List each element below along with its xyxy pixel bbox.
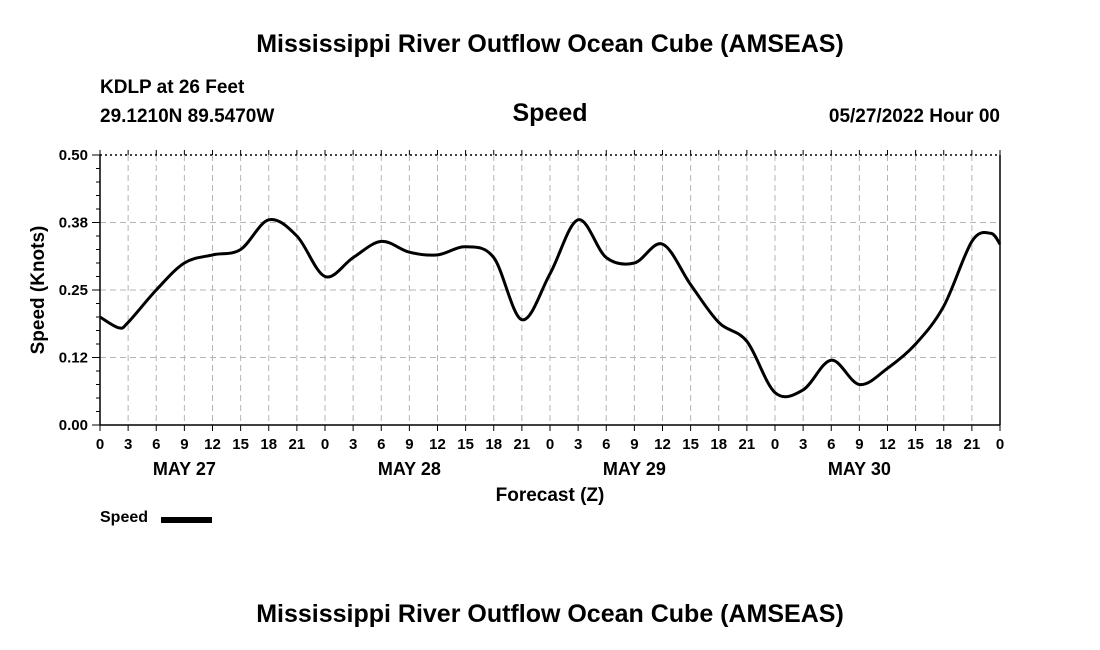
x-tick-label: 3 [799,436,807,453]
x-tick-label: 21 [964,436,981,453]
x-tick-label: 12 [879,436,896,453]
speed-series-line [99,217,1002,399]
x-tick-label: 6 [152,436,160,453]
x-tick-label: 3 [349,436,357,453]
variable-title: Speed [512,99,588,127]
x-tick-label: 21 [514,436,531,453]
x-tick-label: 18 [485,436,502,453]
x-axis-title: Forecast (Z) [496,485,605,506]
coordinates-label: 29.1210N 89.5470W [100,106,275,127]
x-tick-label: 12 [429,436,446,453]
x-tick-label: 0 [321,436,329,453]
forecast-datetime: 05/27/2022 Hour 00 [828,106,1000,127]
day-label: MAY 29 [603,459,666,479]
x-tick-label: 6 [602,436,610,453]
x-tick-label: 9 [405,436,413,453]
x-tick-label: 6 [377,436,385,453]
x-tick-label: 0 [996,436,1004,453]
y-axis-title: Speed (Knots) [28,226,49,355]
x-tick-label: 0 [546,436,554,453]
x-tick-label: 6 [827,436,835,453]
x-tick-label: 12 [204,436,221,453]
x-tick-label: 3 [124,436,132,453]
x-tick-label: 0 [771,436,779,453]
x-tick-label: 15 [457,436,474,453]
y-tick-label: 0.12 [59,350,88,367]
chart-title: Mississippi River Outflow Ocean Cube (AM… [256,30,844,58]
x-tick-label: 15 [232,436,249,453]
x-tick-label: 18 [260,436,277,453]
y-tick-label: 0.25 [59,282,88,299]
x-tick-label: 21 [289,436,306,453]
x-tick-label: 12 [654,436,671,453]
footer-title: Mississippi River Outflow Ocean Cube (AM… [256,600,844,628]
legend-label: Speed [100,509,149,526]
x-tick-label: 9 [180,436,188,453]
x-tick-label: 3 [574,436,582,453]
x-tick-label: 0 [96,436,104,453]
y-tick-label: 0.00 [59,417,88,434]
x-tick-label: 9 [630,436,638,453]
y-tick-label: 0.50 [59,147,88,164]
x-tick-label: 21 [739,436,756,453]
x-tick-label: 9 [855,436,863,453]
y-tick-label: 0.38 [59,215,88,232]
x-tick-label: 18 [710,436,727,453]
legend-line-swatch [161,517,212,523]
x-tick-label: 15 [682,436,699,453]
day-label: MAY 30 [828,459,891,479]
day-label: MAY 28 [378,459,441,479]
x-tick-label: 15 [907,436,924,453]
station-label: KDLP at 26 Feet [100,77,245,98]
day-label: MAY 27 [153,459,216,479]
x-tick-label: 18 [935,436,952,453]
